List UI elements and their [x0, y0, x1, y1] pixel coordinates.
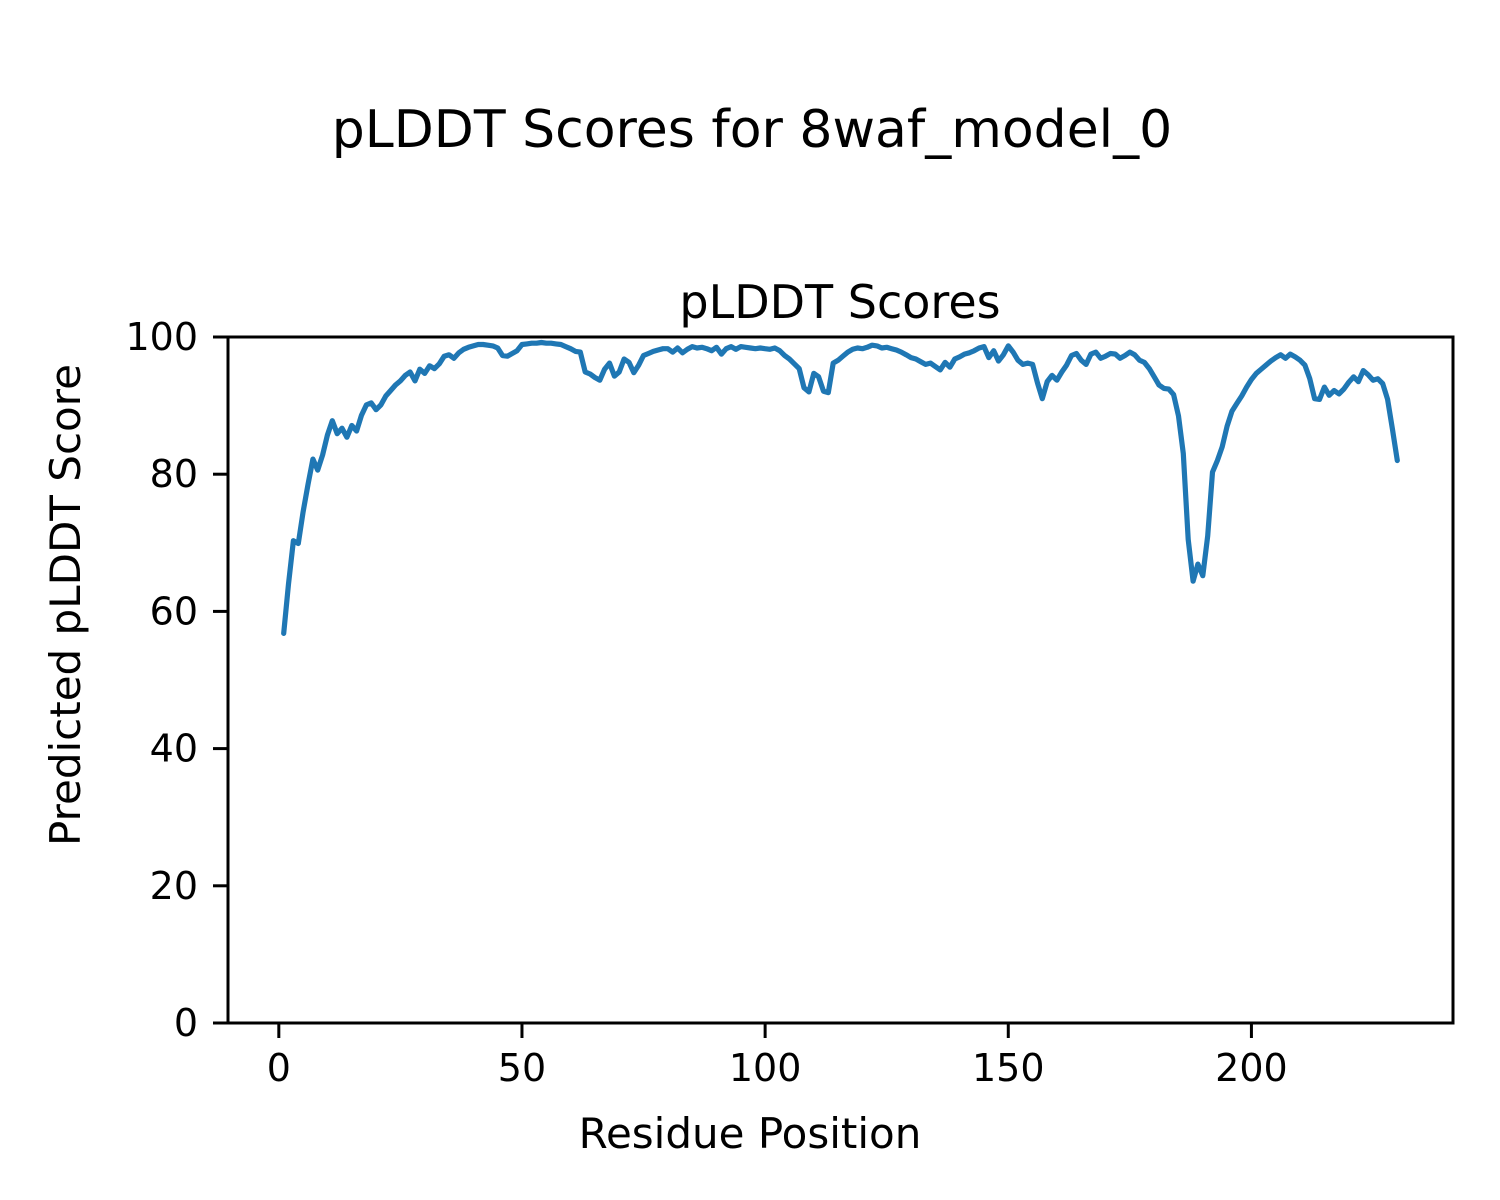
x-tick-label: 200 [1215, 1046, 1288, 1090]
axes-title: pLDDT Scores [679, 275, 1000, 329]
figure-suptitle: pLDDT Scores for 8waf_model_0 [332, 100, 1172, 160]
y-tick-label: 100 [125, 315, 198, 359]
x-axis-label: Residue Position [579, 1109, 922, 1158]
y-axis-label: Predicted pLDDT Score [41, 364, 90, 846]
y-tick-label: 0 [174, 1001, 198, 1045]
x-tick-label: 150 [972, 1046, 1045, 1090]
plddt-line-series [281, 339, 1400, 637]
x-tick-label: 100 [729, 1046, 802, 1090]
y-tick-label: 80 [150, 452, 198, 496]
axes-spines [226, 335, 1455, 1025]
y-tick-label: 20 [150, 864, 198, 908]
x-tick-label: 0 [267, 1046, 291, 1090]
y-tick-label: 40 [150, 727, 198, 771]
ticks-layer: 0 50 100 150 200 0 20 40 60 80 100 [125, 315, 1287, 1090]
x-tick-label: 50 [498, 1046, 546, 1090]
y-tick-label: 60 [150, 589, 198, 633]
